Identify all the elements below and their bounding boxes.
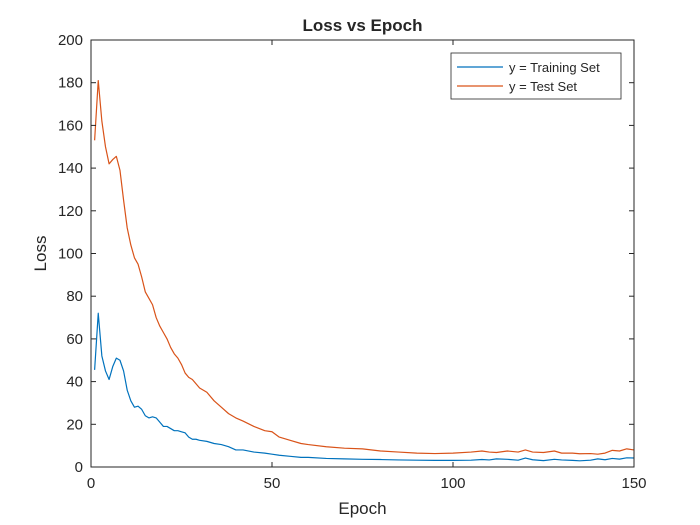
y-tick-label: 0 — [75, 459, 83, 476]
y-tick-label: 140 — [58, 160, 83, 177]
y-tick-label: 80 — [66, 288, 83, 305]
y-tick-label: 120 — [58, 203, 83, 220]
ticks-layer: 0 50 100 150 0 20 40 60 80 100 120 140 160 180 200 — [58, 32, 647, 492]
y-tick-label: 60 — [66, 331, 83, 348]
legend-label-training: y = Training Set — [509, 60, 600, 75]
x-axis-label: Epoch — [338, 499, 386, 518]
y-tick-label: 160 — [58, 117, 83, 134]
series-line-training — [94, 312, 635, 462]
series-layer — [94, 79, 635, 462]
y-tick-label: 200 — [58, 32, 83, 49]
y-axis-label: Loss — [31, 236, 50, 272]
plot-frame — [90, 39, 635, 468]
y-tick-label: 100 — [58, 246, 83, 263]
series-line-test — [94, 79, 635, 455]
chart-title: Loss vs Epoch — [303, 16, 423, 35]
x-tick-label: 0 — [87, 475, 95, 492]
legend-box — [450, 52, 622, 100]
plot-area — [91, 40, 634, 467]
legend: y = Training Set y = Test Set — [450, 52, 622, 100]
y-tick-label: 40 — [66, 374, 83, 391]
x-tick-label: 100 — [440, 475, 465, 492]
y-tick-label: 180 — [58, 75, 83, 92]
y-tick-label: 20 — [66, 416, 83, 433]
x-tick-label: 50 — [264, 475, 281, 492]
legend-label-test: y = Test Set — [509, 79, 577, 94]
x-tick-label: 150 — [621, 475, 646, 492]
